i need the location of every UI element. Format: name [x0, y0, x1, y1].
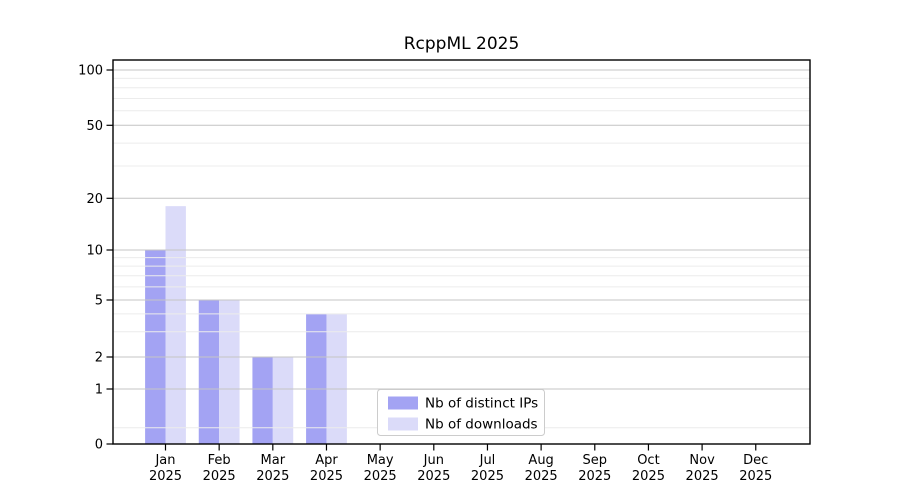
- x-axis-tick-label-month: Jun: [423, 453, 444, 468]
- x-axis-tick-label-month: Sep: [583, 453, 608, 468]
- x-axis-tick-label-month: Dec: [743, 453, 768, 468]
- bar-mar-distinct-ips: [252, 357, 273, 444]
- x-axis-tick-label-month: Jul: [479, 453, 496, 468]
- legend-swatch-distinct-ips: [388, 396, 418, 410]
- bar-feb-downloads: [219, 300, 240, 444]
- y-axis-tick-label: 0: [95, 438, 103, 453]
- bar-jan-distinct-ips: [145, 250, 166, 444]
- x-axis-tick-label-year: 2025: [578, 469, 611, 484]
- x-axis-tick-label-year: 2025: [686, 469, 719, 484]
- chart-title: RcppML 2025: [403, 34, 520, 54]
- x-axis-tick-label-month: Aug: [528, 453, 553, 468]
- x-axis-tick-label-year: 2025: [364, 469, 397, 484]
- x-axis-tick-label-year: 2025: [149, 469, 182, 484]
- y-axis-tick-label: 5: [95, 294, 103, 309]
- x-axis-tick-label-month: Oct: [637, 453, 659, 468]
- x-axis-tick-label-month: Feb: [208, 453, 231, 468]
- bar-apr-downloads: [326, 313, 347, 444]
- x-axis-tick-label-year: 2025: [471, 469, 504, 484]
- y-axis-tick-label: 20: [86, 192, 103, 207]
- x-axis-tick-label-year: 2025: [417, 469, 450, 484]
- x-axis-tick-label-month: Apr: [315, 453, 338, 468]
- plot-frame: [112, 59, 811, 445]
- x-axis-tick-label-year: 2025: [739, 469, 772, 484]
- bar-feb-distinct-ips: [198, 300, 220, 444]
- y-axis-tick-label: 100: [78, 64, 103, 79]
- legend-swatch-downloads: [388, 417, 418, 431]
- x-axis-tick-label-year: 2025: [203, 469, 236, 484]
- x-axis-tick-label-month: May: [367, 453, 394, 468]
- x-axis-tick-label-year: 2025: [256, 469, 289, 484]
- bar-apr-distinct-ips: [306, 313, 327, 444]
- y-axis-tick-label: 50: [86, 119, 103, 134]
- legend-label-downloads: Nb of downloads: [425, 417, 538, 433]
- x-axis-tick-label-year: 2025: [632, 469, 665, 484]
- x-axis-tick-label-month: Mar: [261, 453, 286, 468]
- x-axis-tick-label-month: Jan: [154, 453, 175, 468]
- bar-mar-downloads: [272, 357, 294, 444]
- legend-label-distinct-ips: Nb of distinct IPs: [425, 396, 538, 412]
- bar-jan-downloads: [165, 206, 186, 444]
- y-axis-tick-label: 10: [86, 244, 103, 259]
- y-axis-tick-label: 1: [95, 383, 103, 398]
- x-axis-tick-label-year: 2025: [310, 469, 343, 484]
- x-axis-tick-label-month: Nov: [689, 453, 715, 468]
- legend-box: [377, 389, 545, 436]
- y-axis-tick-label: 2: [95, 351, 103, 366]
- x-axis-tick-label-year: 2025: [525, 469, 558, 484]
